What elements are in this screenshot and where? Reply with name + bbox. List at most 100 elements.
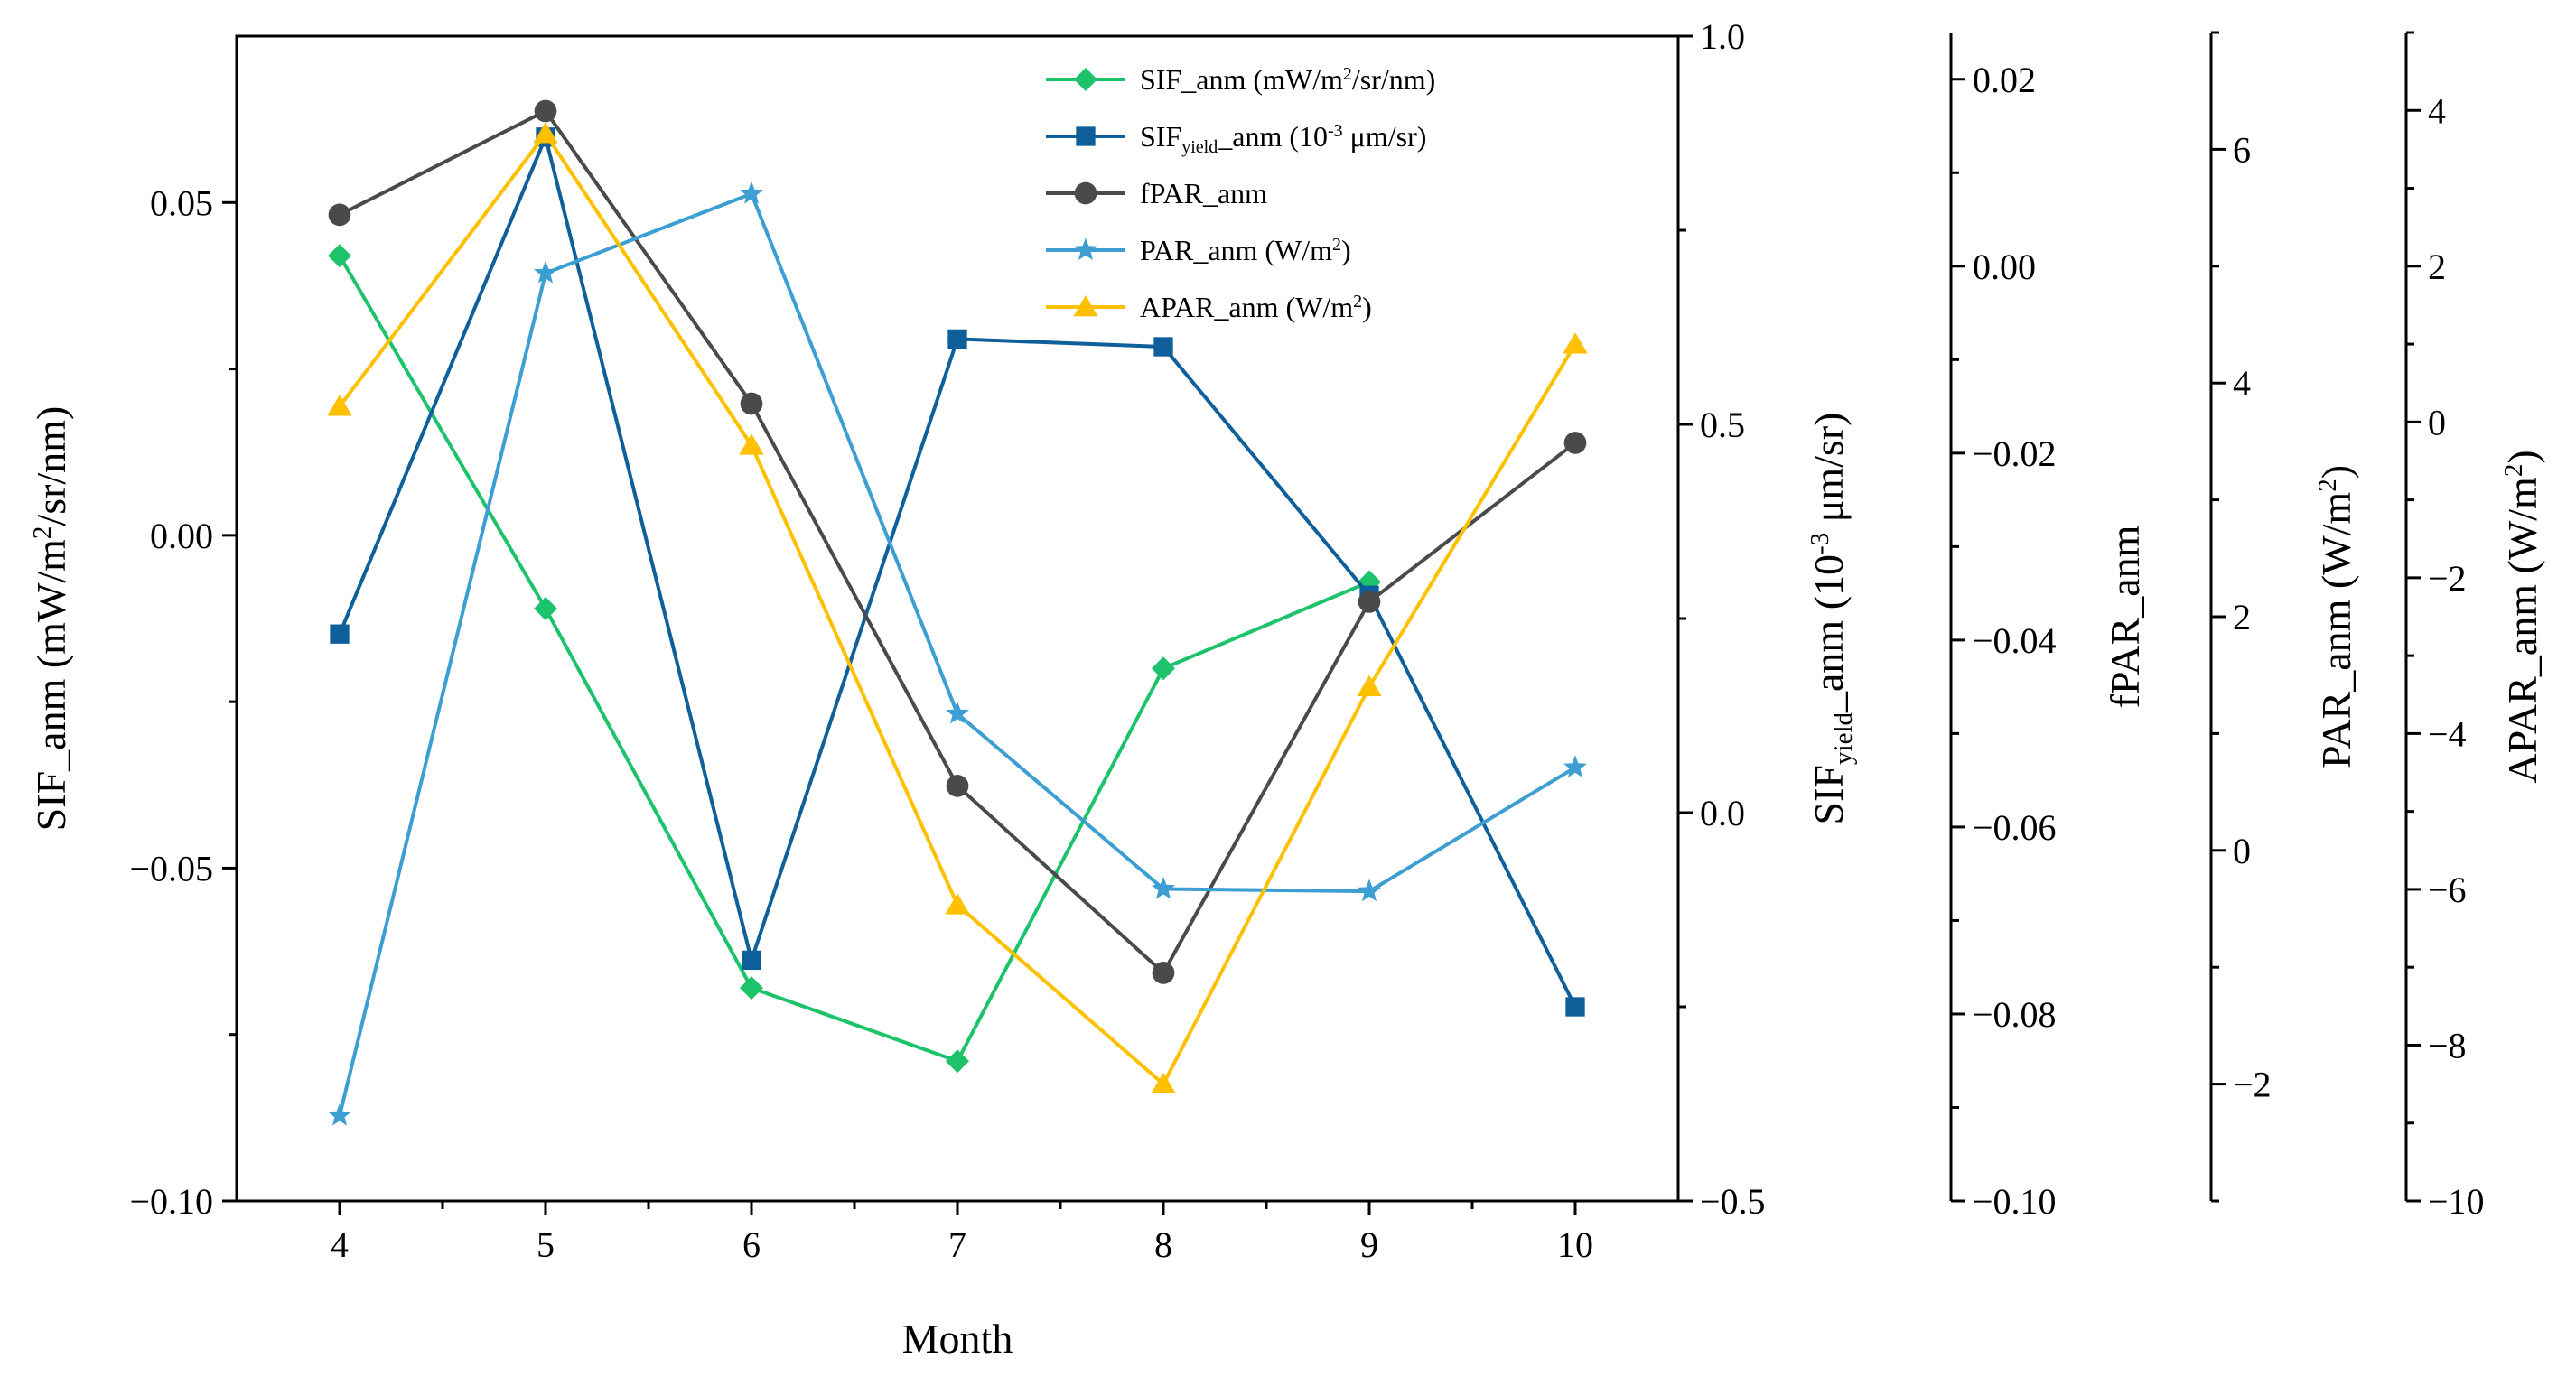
y-tick-label: 0.02 bbox=[1973, 60, 2036, 100]
data-point-triangle bbox=[1073, 295, 1098, 317]
y-tick-label: 2 bbox=[2233, 597, 2251, 637]
legend-item: APAR_anm (W/m2) bbox=[1046, 291, 1372, 323]
data-point-circle bbox=[1074, 181, 1097, 205]
x-tick-label: 7 bbox=[948, 1224, 966, 1265]
series-PAR_anm bbox=[328, 181, 1587, 1126]
data-point-triangle bbox=[1151, 1072, 1176, 1093]
data-point-circle bbox=[534, 99, 557, 123]
y-tick-label: 4 bbox=[2233, 363, 2251, 404]
data-point-triangle bbox=[327, 395, 352, 416]
y-tick-label: −0.05 bbox=[129, 848, 213, 889]
data-point-circle bbox=[1563, 432, 1587, 454]
y-tick-label: 0.5 bbox=[1700, 405, 1745, 445]
y-tick-label: −0.08 bbox=[1973, 994, 2057, 1035]
series-layer bbox=[327, 99, 1588, 1126]
y-axis-title: SIFyield_anm (10-3 μm/sr) bbox=[1806, 413, 1858, 825]
y-axis-title: APAR_anm (W/m2) bbox=[2499, 450, 2545, 783]
data-point-square bbox=[1076, 126, 1096, 146]
y-axis-sifyield: −0.5 0.0 0.5 1.0 SIFyield_anm (10-3 μm/sr) bbox=[1678, 16, 1858, 1222]
y-tick-label: 0 bbox=[2233, 831, 2251, 871]
y-axis-par: −2 0 2 4 6 PAR_anm (W/m2) bbox=[2209, 31, 2359, 1203]
data-point-star bbox=[1074, 237, 1097, 260]
y-tick-label: −2 bbox=[2428, 558, 2467, 599]
data-point-star bbox=[328, 1103, 351, 1126]
data-point-square bbox=[1153, 337, 1173, 357]
y-tick-label: −4 bbox=[2428, 713, 2467, 754]
x-tick-label: 5 bbox=[537, 1224, 555, 1265]
y-tick-label: 4 bbox=[2428, 90, 2446, 131]
y-tick-label: 1.0 bbox=[1700, 16, 1745, 57]
x-tick-label: 10 bbox=[1557, 1224, 1593, 1265]
data-point-diamond bbox=[946, 1049, 969, 1074]
data-point-circle bbox=[1152, 962, 1175, 984]
y-tick-label: −6 bbox=[2428, 870, 2467, 910]
data-point-diamond bbox=[740, 976, 763, 1000]
series-line bbox=[338, 255, 1370, 1064]
y-tick-label: −0.02 bbox=[1973, 433, 2057, 474]
data-point-circle bbox=[946, 775, 969, 797]
legend-item: PAR_anm (W/m2) bbox=[1046, 234, 1351, 266]
series-fPAR_anm bbox=[328, 99, 1587, 984]
y-tick-label: 0.0 bbox=[1700, 793, 1745, 833]
y-tick-label: 0.05 bbox=[150, 182, 213, 223]
data-point-star bbox=[1563, 755, 1587, 777]
legend-item: SIFyield_anm (10-3 μm/sr) bbox=[1046, 120, 1426, 157]
series-SIF_anm bbox=[328, 244, 1381, 1074]
y-axis-sif: −0.10 −0.05 0.00 0.05 SIF_anm (mW/m2/sr/nm) bbox=[28, 182, 237, 1222]
x-axis-title: Month bbox=[902, 1316, 1013, 1362]
y-tick-label: 2 bbox=[2428, 247, 2446, 287]
legend-label: fPAR_anm bbox=[1140, 177, 1267, 209]
data-point-diamond bbox=[328, 244, 351, 268]
data-point-star bbox=[534, 260, 557, 284]
y-axis-title: PAR_anm (W/m2) bbox=[2313, 465, 2359, 768]
data-point-triangle bbox=[1357, 675, 1382, 697]
legend-label: SIFyield_anm (10-3 μm/sr) bbox=[1140, 120, 1426, 157]
legend: SIF_anm (mW/m2/sr/nm) SIFyield_anm (10-3 … bbox=[1046, 63, 1435, 323]
data-point-square bbox=[1565, 997, 1585, 1017]
y-tick-label: −0.04 bbox=[1973, 620, 2057, 661]
data-point-triangle bbox=[533, 122, 558, 144]
y-tick-label: 6 bbox=[2233, 129, 2251, 170]
x-tick-label: 6 bbox=[742, 1224, 761, 1265]
data-point-square bbox=[947, 329, 967, 349]
y-tick-label: −10 bbox=[2428, 1181, 2485, 1222]
y-tick-label: −8 bbox=[2428, 1025, 2467, 1065]
data-point-star bbox=[946, 701, 969, 724]
legend-label: PAR_anm (W/m2) bbox=[1140, 234, 1351, 266]
data-point-star bbox=[740, 181, 763, 204]
data-point-square bbox=[330, 624, 350, 644]
data-point-circle bbox=[1358, 591, 1381, 613]
data-point-triangle bbox=[1563, 332, 1588, 354]
y-tick-label: 0.00 bbox=[150, 516, 213, 556]
data-point-triangle bbox=[739, 433, 764, 455]
y-axis-apar: −10 −8 −6 −4 −2 0 2 4 APAR_anm (W/m2) bbox=[2404, 31, 2545, 1222]
legend-item: SIF_anm (mW/m2/sr/nm) bbox=[1046, 63, 1435, 96]
legend-label: APAR_anm (W/m2) bbox=[1140, 291, 1372, 323]
y-tick-label: −0.06 bbox=[1973, 807, 2057, 848]
legend-item: fPAR_anm bbox=[1046, 177, 1267, 209]
data-point-star bbox=[1358, 879, 1381, 902]
data-point-triangle bbox=[945, 893, 970, 915]
series-APAR_anm bbox=[327, 122, 1588, 1093]
y-tick-label: 0.00 bbox=[1973, 247, 2036, 287]
y-tick-label: −0.10 bbox=[1973, 1181, 2057, 1222]
legend-label: SIF_anm (mW/m2/sr/nm) bbox=[1140, 63, 1435, 96]
data-point-diamond bbox=[1152, 656, 1175, 681]
y-tick-label: −2 bbox=[2233, 1065, 2272, 1105]
data-point-circle bbox=[740, 392, 763, 415]
data-point-diamond bbox=[534, 596, 557, 620]
x-tick-label: 9 bbox=[1360, 1224, 1378, 1265]
x-tick-label: 4 bbox=[331, 1224, 349, 1265]
y-tick-label: −0.5 bbox=[1700, 1181, 1766, 1222]
y-tick-label: 0 bbox=[2428, 402, 2446, 442]
data-point-square bbox=[742, 950, 761, 971]
y-axis-fpar: −0.10 −0.08 −0.06 −0.04 −0.02 0.00 0.02 fPAR_an… bbox=[1949, 33, 2148, 1222]
data-point-diamond bbox=[1074, 68, 1097, 91]
data-point-star bbox=[1152, 876, 1175, 899]
x-tick-label: 8 bbox=[1154, 1224, 1172, 1265]
data-point-circle bbox=[328, 203, 351, 227]
y-tick-label: −0.10 bbox=[129, 1181, 213, 1222]
y-axis-title: SIF_anm (mW/m2/sr/nm) bbox=[28, 406, 74, 832]
